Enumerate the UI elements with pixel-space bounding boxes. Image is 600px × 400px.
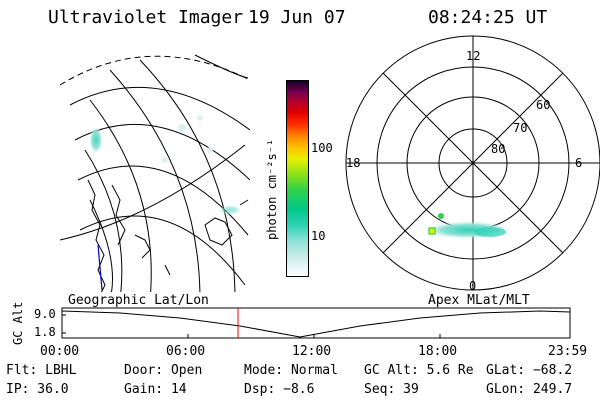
status-seq: Seq: 39: [364, 382, 419, 397]
status-ip: IP: 36.0: [6, 382, 69, 397]
status-flt: Flt: LBHL: [6, 363, 77, 378]
timeline-axis-title: GC Alt: [11, 301, 25, 345]
apex-label: Apex MLat/MLT: [428, 293, 530, 308]
lat-label-80: 80: [491, 142, 506, 156]
x-tick-0000: 00:00: [40, 344, 80, 359]
status-mode: Mode: Normal: [244, 363, 338, 378]
lat-label-70: 70: [513, 121, 528, 135]
geographic-label: Geographic Lat/Lon: [68, 293, 209, 308]
x-tick-2359: 23:59: [548, 344, 588, 359]
status-dsp: Dsp: −8.6: [244, 382, 315, 397]
polar-plot: [345, 35, 600, 291]
time-label: 08:24:25 UT: [428, 7, 548, 28]
y-tick-9: 9.0: [34, 307, 56, 321]
date-label: 19 Jun 07: [248, 7, 346, 28]
polar-emission: [424, 213, 512, 239]
mlt-label-18: 18: [346, 156, 361, 170]
geo-emission: [89, 115, 242, 215]
instrument-title: Ultraviolet Imager: [48, 7, 244, 28]
mlt-label-0: 0: [469, 279, 477, 293]
colorbar-unit-label: photon cm⁻²s⁻¹: [265, 138, 279, 240]
status-gc-alt: GC Alt: 5.6 Re: [364, 363, 474, 378]
geographic-map: [59, 54, 250, 292]
timeline-plot: [61, 307, 571, 339]
colorbar-tick-10: 10: [311, 229, 326, 243]
y-tick-1-8: 1.8: [34, 325, 56, 339]
lat-label-60: 60: [536, 98, 551, 112]
mlt-label-6: 6: [575, 156, 583, 170]
x-tick-0600: 06:00: [166, 344, 206, 359]
status-glat: GLat: −68.2: [486, 363, 573, 378]
x-tick-1200: 12:00: [292, 344, 332, 359]
x-tick-1800: 18:00: [418, 344, 458, 359]
mlt-label-12: 12: [466, 49, 481, 63]
status-gain: Gain: 14: [124, 382, 187, 397]
status-door: Door: Open: [124, 363, 203, 378]
color-scale-bar: [286, 80, 309, 277]
colorbar-tick-100: 100: [311, 141, 333, 155]
status-glon: GLon: 249.7: [486, 382, 573, 397]
